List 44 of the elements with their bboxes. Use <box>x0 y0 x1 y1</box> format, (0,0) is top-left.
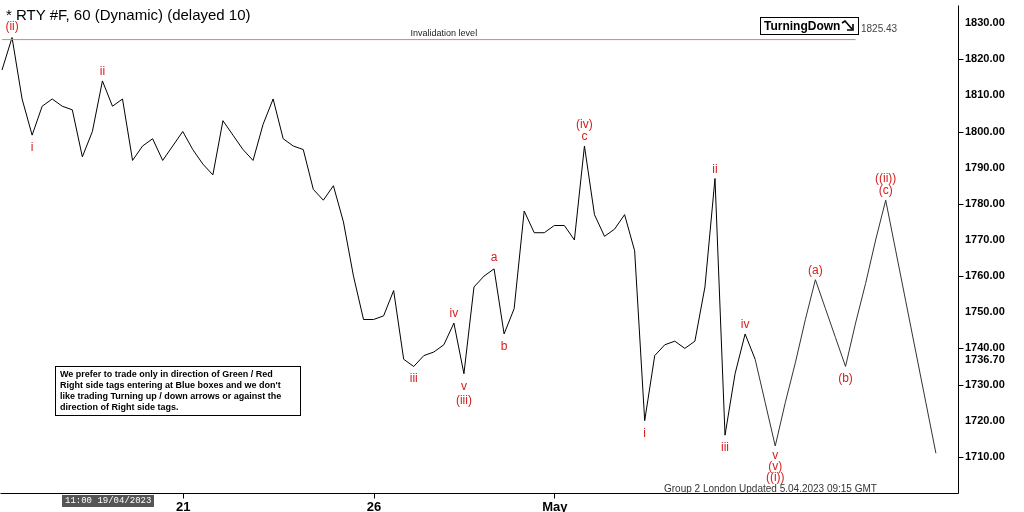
annotation: (ii) <box>5 18 19 33</box>
annotation: ii <box>99 63 106 78</box>
annotation: c <box>581 128 588 143</box>
annotation: iii <box>721 440 730 455</box>
y-tick-label: 1720.00 <box>965 413 1005 426</box>
x-tick-label: 21 <box>176 498 191 512</box>
x-tick-label: 26 <box>366 498 382 512</box>
annotation: ii <box>712 161 718 176</box>
y-tick-label: 1770.00 <box>965 232 1005 245</box>
y-tick-label: 1760.00 <box>965 269 1005 282</box>
annotation: i <box>643 425 647 440</box>
line-series <box>1 37 756 436</box>
annotation: (iv) <box>576 116 593 131</box>
y-tick-label: 1710.00 <box>965 449 1005 462</box>
y-tick-label: 1730.00 <box>965 377 1005 390</box>
annotation: We prefer to trade only in direction of Green / Red Right side tags entering at Blue boxes and we don't like trading Turning up / down arrows or against the direction of Right side tags. <box>60 369 282 412</box>
annotation: v <box>460 378 467 393</box>
annotation: 1825.43 <box>861 23 898 34</box>
annotation: i <box>30 140 34 155</box>
y-tick-label: 1790.00 <box>965 160 1005 173</box>
y-tick-label: 1820.00 <box>965 52 1005 65</box>
y-tick-label: 1750.00 <box>965 305 1005 318</box>
y-tick-label: 1736.70 <box>965 353 1005 366</box>
annotation: (iii) <box>455 392 472 407</box>
y-tick-label: 1740.00 <box>965 341 1005 354</box>
y-tick-label: 1810.00 <box>965 88 1005 101</box>
annotation: iv <box>449 306 459 321</box>
y-tick-label: 1780.00 <box>965 196 1005 209</box>
annotation: (c) <box>878 183 893 198</box>
annotation: Group 2 London Updated 5.04.2023 09:15 GMT <box>664 483 877 494</box>
annotation: TurningDown <box>764 19 841 33</box>
annotation: (a) <box>808 262 823 277</box>
annotation: a <box>490 249 498 264</box>
annotation: ((ii)) <box>875 171 897 186</box>
text: 11:00 19/04/2023 <box>65 496 152 506</box>
line-series <box>754 199 937 454</box>
annotation: iii <box>409 371 418 386</box>
annotation: b <box>500 338 508 353</box>
y-tick-label: 1800.00 <box>965 124 1005 137</box>
annotation: iv <box>740 316 750 331</box>
annotation: v <box>772 448 779 463</box>
annotation: (b) <box>838 371 853 386</box>
ref-line-label: Invalidation level <box>410 27 478 38</box>
y-tick-label: 1830.00 <box>965 16 1005 29</box>
